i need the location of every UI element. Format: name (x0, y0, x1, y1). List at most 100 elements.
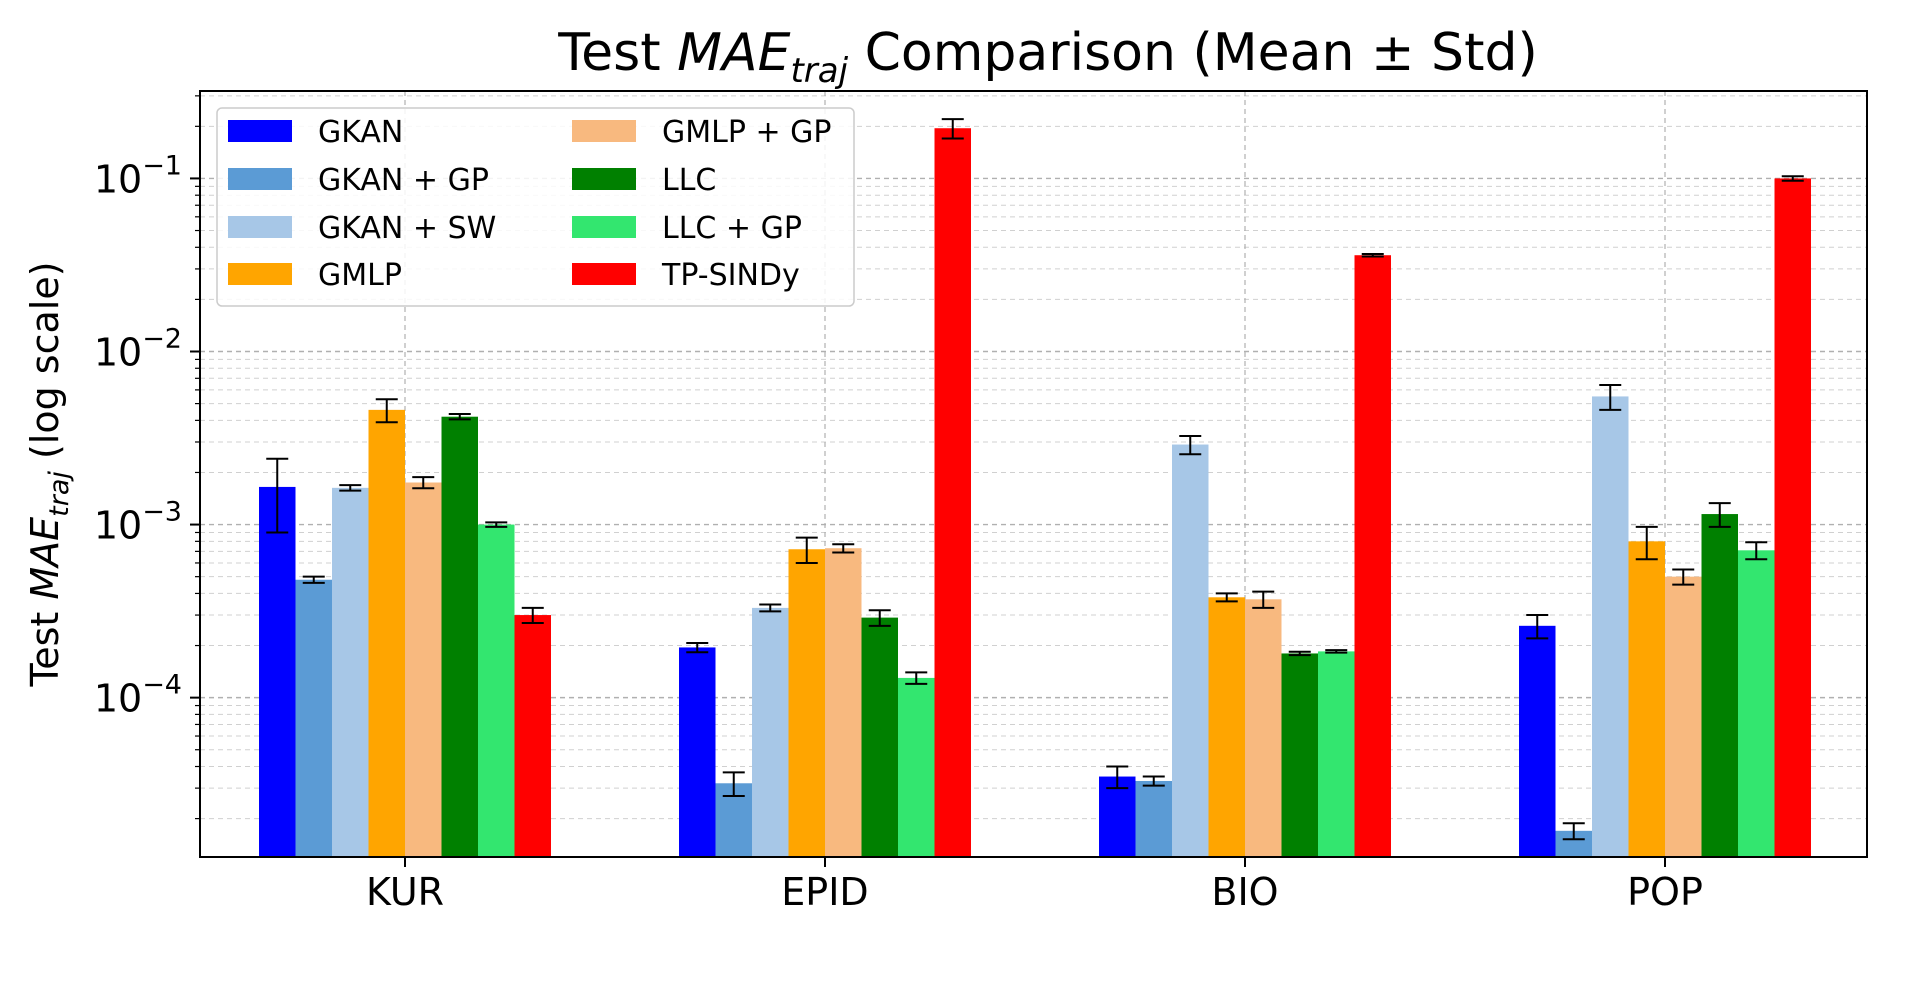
legend-swatch (228, 168, 292, 190)
y-tick-label: 10−4 (94, 670, 182, 721)
error-bar (266, 457, 289, 534)
error-bar (339, 484, 362, 492)
bar (1281, 653, 1318, 857)
ylabel-suffix: (log scale) (23, 261, 67, 471)
bar (478, 524, 515, 857)
error-bar (1562, 822, 1585, 841)
bar (1592, 396, 1629, 857)
bar-layer (259, 128, 1811, 857)
legend: GKAN GKAN + GP GKAN + SW GMLP GMLP + GP LLC LL… (216, 107, 855, 307)
bar (679, 647, 716, 857)
error-bar (1672, 568, 1695, 586)
error-bar (1252, 590, 1275, 609)
legend-swatch (572, 168, 636, 190)
ylabel-sub: traj (44, 471, 75, 517)
legend-swatch (572, 216, 636, 238)
bar (1701, 514, 1738, 857)
bar (259, 486, 296, 857)
legend-item: LLC (572, 163, 716, 198)
bar (934, 128, 971, 857)
legend-item: GKAN (228, 115, 403, 150)
legend-item: GKAN + SW (228, 211, 496, 246)
error-bar (1635, 525, 1658, 561)
error-bar (868, 609, 891, 627)
error-bar (1288, 650, 1311, 657)
title-main: MAE (677, 23, 790, 83)
x-tick-label: EPID (781, 870, 868, 914)
bar (1519, 625, 1556, 857)
error-bar (686, 641, 709, 654)
bar (1354, 255, 1391, 857)
legend-swatch (228, 216, 292, 238)
bar (1099, 776, 1136, 857)
bar (1245, 599, 1282, 857)
y-tick-label: 10−2 (94, 323, 182, 374)
error-bar (1361, 252, 1384, 258)
bar (1135, 780, 1172, 857)
legend-item: GMLP + GP (572, 115, 831, 150)
error-bar (1215, 592, 1238, 603)
x-tick-layer: KUR EPID BIO POP (366, 857, 1703, 914)
error-bar (759, 603, 782, 613)
error-bar (1325, 649, 1348, 654)
error-bar (795, 536, 818, 564)
bar (898, 677, 935, 857)
error-bar (1106, 765, 1129, 790)
error-bar (1781, 175, 1804, 182)
legend-label: TP-SINDy (661, 258, 800, 293)
legend-swatch (228, 120, 292, 142)
bar (1738, 550, 1775, 857)
legend-box (216, 107, 855, 307)
error-bar (448, 413, 471, 421)
y-tick-layer: 10−4 10−3 10−2 10−1 (94, 95, 200, 820)
x-tick-label: BIO (1211, 870, 1278, 914)
legend-item: LLC + GP (572, 211, 802, 246)
legend-label: LLC + GP (662, 211, 802, 246)
bar (1318, 651, 1355, 857)
plot-frame (199, 90, 1868, 858)
error-bar (1179, 434, 1202, 456)
y-tick-label: 10−3 (94, 497, 182, 548)
error-bar (412, 476, 435, 490)
legend-swatch (228, 263, 292, 285)
bar (1208, 597, 1245, 857)
bar (861, 617, 898, 857)
y-tick-label: 10−1 (94, 150, 182, 201)
bar (1172, 444, 1209, 857)
legend-label: GKAN + SW (318, 211, 496, 246)
error-bar (1526, 614, 1549, 640)
x-tick-label: KUR (366, 870, 444, 914)
error-bar (1708, 502, 1731, 528)
bar (752, 607, 789, 857)
title-prefix: Test (557, 23, 677, 83)
bar (441, 416, 478, 857)
legend-items: GKAN GKAN + GP GKAN + SW GMLP GMLP + GP LLC LL… (228, 115, 831, 293)
legend-label: GMLP + GP (662, 115, 831, 150)
bar (295, 579, 332, 857)
chart-title: Test MAEtraj Comparison (Mean ± Std) (557, 23, 1538, 91)
legend-item: GMLP (228, 258, 402, 293)
error-bar (1745, 541, 1768, 561)
bar (368, 409, 405, 857)
error-bar (1142, 775, 1165, 787)
bar (825, 548, 862, 857)
bar (1774, 178, 1811, 857)
bar (405, 482, 442, 857)
error-bar (941, 118, 964, 140)
ylabel-main: MAE (23, 517, 67, 600)
legend-label: GMLP (318, 258, 402, 293)
legend-item: GKAN + GP (228, 163, 489, 198)
legend-label: GKAN + GP (318, 163, 489, 198)
ylabel-prefix: Test (23, 600, 67, 688)
error-bar (832, 543, 855, 554)
x-tick-label: POP (1627, 870, 1703, 914)
title-suffix: Comparison (Mean ± Std) (848, 23, 1538, 83)
bar (788, 549, 825, 857)
legend-swatch (572, 120, 636, 142)
y-axis-label: Test MAEtraj (log scale) (23, 261, 75, 687)
error-bar (905, 671, 928, 685)
error-bar (302, 575, 325, 584)
bar (1665, 576, 1702, 857)
